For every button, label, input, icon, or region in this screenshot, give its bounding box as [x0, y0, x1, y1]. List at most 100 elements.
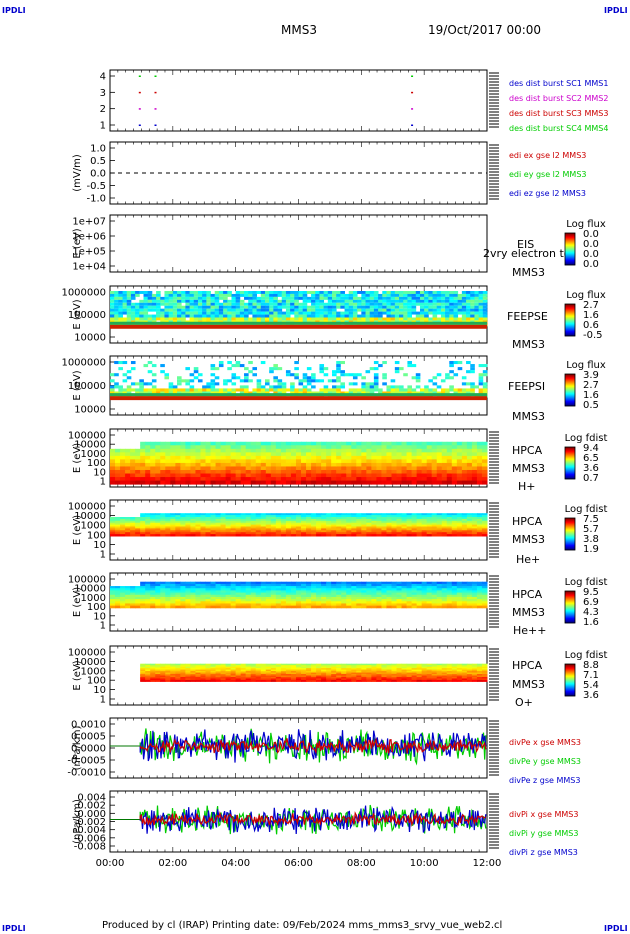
spectrogram-cell [195, 466, 201, 471]
spectrogram-cell [225, 520, 232, 524]
colorbar-frame-eis [564, 232, 576, 266]
spectrogram-cell [114, 385, 119, 389]
colorbar-segment [565, 451, 575, 453]
colorbar-tick-eis: 0.0 [583, 229, 599, 240]
spectrogram-cell [190, 452, 196, 457]
spectrogram-cell [155, 466, 161, 471]
spectrogram-cell [466, 314, 471, 318]
spectrogram-cell [145, 592, 151, 596]
spectrogram-cell [336, 517, 342, 520]
spectrogram-cell [193, 302, 199, 306]
spectrogram-cell [294, 367, 299, 371]
spectrogram-cell [453, 317, 459, 321]
spectrogram-cell [239, 379, 245, 383]
spectrogram-cell [336, 367, 341, 371]
spectrogram-cell [240, 445, 247, 450]
spectrogram-cell [189, 296, 195, 300]
spectrogram-cell [255, 530, 262, 533]
spectrogram-cell [175, 592, 181, 596]
spectrogram-cell [381, 462, 387, 467]
spectrogram-cell [255, 517, 262, 520]
spectrogram-cell [290, 291, 295, 294]
spectrogram-cell [255, 513, 262, 516]
spectrogram-cell [255, 462, 262, 467]
spectrogram-cell [118, 361, 123, 365]
spectrogram-cell [316, 534, 322, 537]
spectrogram-cell [180, 515, 186, 518]
spectrogram-cell [470, 293, 475, 297]
spectrogram-cell [280, 530, 287, 533]
spectrogram-cell [250, 480, 257, 485]
spectrogram-cell [378, 302, 383, 306]
spectrogram-cell [164, 302, 170, 306]
spectrogram-cell [319, 305, 325, 309]
spectrogram-cell [150, 477, 156, 482]
spectrogram-cell [190, 526, 196, 529]
spectrogram-cell [185, 302, 190, 306]
spectrogram-cell [311, 518, 317, 522]
spectrogram-cell [391, 462, 398, 467]
spectrogram-cell [180, 601, 186, 604]
spectrogram-cell [280, 462, 287, 467]
spectrogram-cell [223, 311, 228, 315]
spectrogram-cell [215, 522, 222, 526]
spectrogram-cell [270, 530, 277, 533]
spectrogram-cell [346, 532, 352, 535]
spectrogram-cell [180, 455, 186, 460]
spectrogram-cell [223, 308, 228, 312]
spectrogram-cell [351, 466, 357, 471]
colorbar-segment [565, 540, 575, 542]
spectrogram-cell [311, 308, 316, 312]
spectrogram-cell [220, 459, 227, 464]
y-tick-label: 1e+06 [72, 232, 106, 243]
colorbar-segment [565, 466, 575, 468]
spectrogram-cell [295, 477, 302, 482]
spectrogram-cell [451, 480, 458, 485]
spectrogram-cell [125, 603, 131, 607]
spectrogram-cell [190, 581, 196, 585]
spectrogram-cell [466, 520, 473, 524]
spectrogram-cell [381, 452, 387, 457]
spectrogram-cell [332, 296, 337, 300]
spectrogram-cell [394, 385, 400, 389]
spectrogram-cell [264, 379, 270, 383]
spectrogram-cell [126, 314, 132, 318]
spectrogram-cell [366, 473, 372, 478]
spectrogram-cell [336, 473, 342, 478]
spectrogram-cell [177, 317, 182, 321]
spectrogram-cell [290, 520, 297, 524]
spectrogram-cell [332, 293, 337, 297]
spectrogram-cell [316, 528, 322, 531]
spectrogram-cell [193, 291, 199, 294]
spectrogram-cell [200, 480, 207, 485]
spectrogram-cell [451, 534, 458, 537]
spectrogram-cell [110, 293, 115, 297]
spectrogram-cell [185, 532, 191, 535]
spectrogram-cell [230, 522, 237, 526]
spectrogram-cell [250, 520, 257, 524]
spectrogram-cell [456, 528, 463, 531]
spectrogram-cell [285, 452, 292, 457]
spectrogram-cell [165, 596, 171, 600]
spectrogram-cell [164, 299, 170, 303]
spectrogram-cell [419, 308, 425, 312]
spectrogram-cell [421, 526, 428, 529]
spectrogram-cell [407, 293, 412, 297]
spectrogram-cell [406, 466, 413, 471]
spectrogram-cell [126, 291, 132, 294]
spectrogram-cell [361, 317, 366, 321]
spectrogram-cell [275, 452, 282, 457]
spectrogram-cell [285, 308, 291, 312]
spectrogram-cell [326, 517, 332, 520]
spectrogram-cell [130, 291, 136, 294]
spectrogram-cell [302, 317, 308, 321]
spectrogram-cell [365, 314, 371, 318]
spectrogram-cell [440, 296, 446, 300]
spectrogram-cell [441, 473, 448, 478]
spectrogram-cell [411, 480, 418, 485]
spectrogram-cell [225, 524, 232, 527]
spectrogram-cell [280, 466, 287, 471]
spectrogram-cell [164, 388, 170, 392]
colorbar-segment [565, 448, 575, 450]
spectrogram-cell [365, 299, 371, 303]
